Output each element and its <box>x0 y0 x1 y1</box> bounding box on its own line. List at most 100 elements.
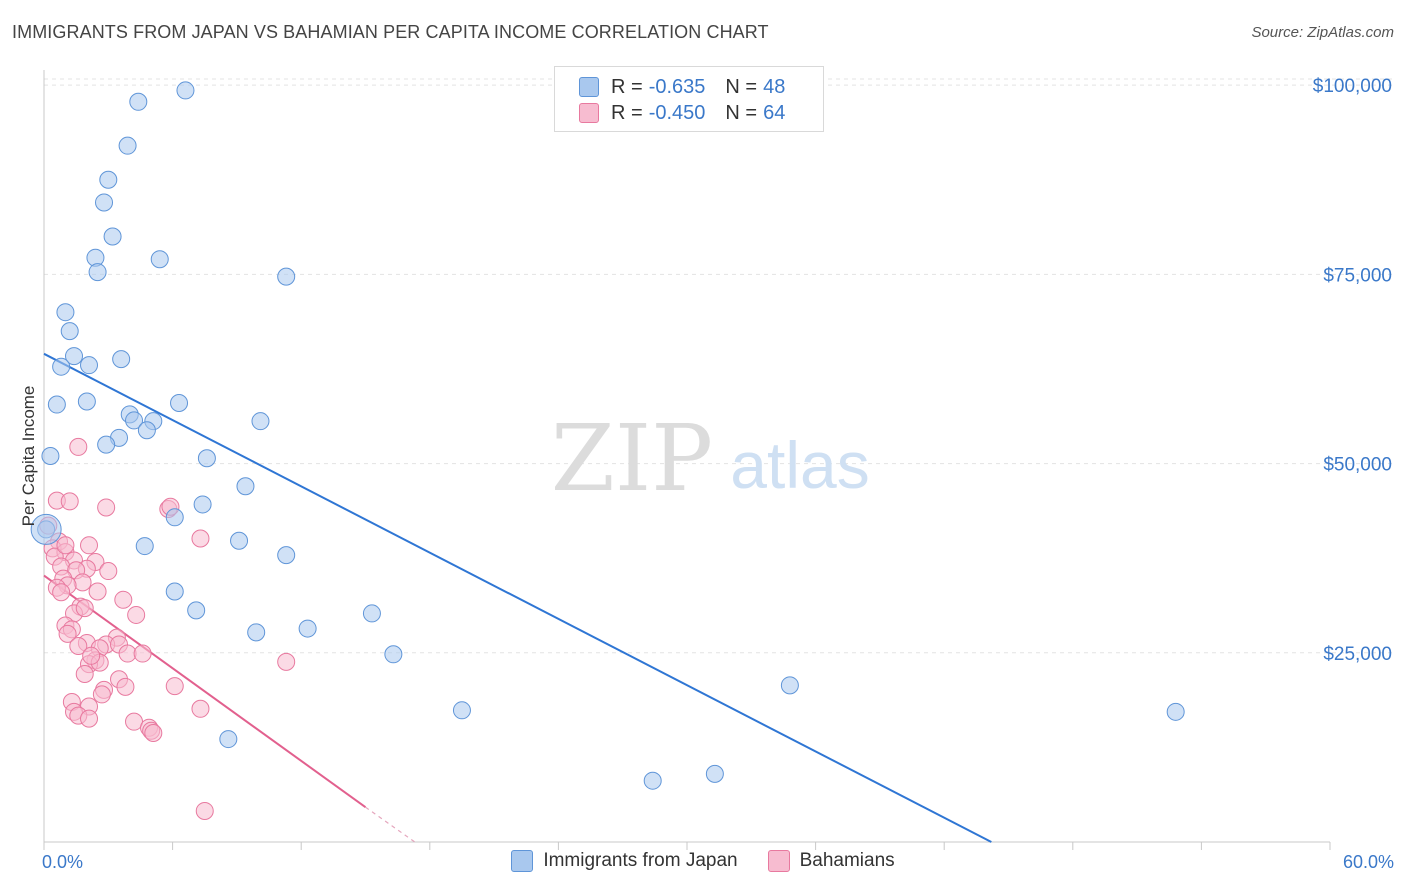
data-point-japan <box>1166 702 1185 721</box>
trend-line-bahamas <box>43 574 367 808</box>
data-point-japan <box>125 411 144 430</box>
data-point-bahamas <box>133 644 152 663</box>
data-point-japan <box>95 193 114 212</box>
data-point-japan <box>56 303 75 322</box>
data-point-japan <box>150 250 169 269</box>
source-credit: Source: ZipAtlas.com <box>1251 24 1394 41</box>
data-point-bahamas <box>99 562 118 581</box>
data-point-japan <box>705 764 724 783</box>
trend-line-japan <box>43 352 992 843</box>
data-point-japan <box>47 395 66 414</box>
data-point-bahamas <box>195 801 214 820</box>
data-point-japan <box>88 263 107 282</box>
data-point-japan <box>277 267 296 286</box>
data-point-japan <box>137 421 156 440</box>
data-point-japan <box>197 449 216 468</box>
data-point-japan <box>118 136 137 155</box>
data-point-bahamas <box>191 529 210 548</box>
y-axis-label: Per Capita Income <box>19 385 38 527</box>
chart-title: IMMIGRANTS FROM JAPAN VS BAHAMIAN PER CA… <box>12 22 769 42</box>
gridlines <box>44 78 1392 654</box>
legend-n-value-bahamas: 64 <box>763 101 786 124</box>
data-point-japan <box>129 92 148 111</box>
series-legend: Immigrants from Japan Bahamians <box>0 850 1406 872</box>
legend-n-label: N = <box>725 75 758 98</box>
data-point-bahamas <box>69 437 88 456</box>
watermark-atlas: atlas <box>730 428 869 502</box>
series-legend-label-japan: Immigrants from Japan <box>543 850 738 871</box>
data-point-japan <box>99 170 118 189</box>
legend-swatch-bahamas <box>579 103 599 123</box>
data-point-bahamas <box>69 636 88 655</box>
legend-r-label: R = <box>611 75 643 98</box>
data-point-bahamas <box>118 644 137 663</box>
data-point-japan <box>187 601 206 620</box>
data-point-japan <box>65 347 84 366</box>
data-point-bahamas <box>97 498 116 517</box>
data-point-bahamas <box>144 724 163 743</box>
series-legend-japan[interactable]: Immigrants from Japan <box>511 850 738 872</box>
data-point-japan <box>97 435 116 454</box>
y-tick-label: $25,000 <box>1323 644 1392 665</box>
trend-lines <box>43 352 992 843</box>
data-point-japan <box>77 392 96 411</box>
data-point-bahamas <box>56 536 75 555</box>
data-point-japan <box>103 227 122 246</box>
data-point-bahamas <box>73 573 92 592</box>
data-point-japan <box>298 619 317 638</box>
watermark-zip: ZIP <box>551 405 713 512</box>
data-point-bahamas <box>58 624 77 643</box>
correlation-legend: R = -0.635 N = 48 R = -0.450 N = 64 <box>554 66 824 132</box>
legend-swatch-japan <box>511 850 534 872</box>
data-point-japan <box>135 537 154 556</box>
data-point-bahamas <box>116 677 135 696</box>
data-point-bahamas <box>114 590 133 609</box>
data-point-japan <box>170 394 189 413</box>
y-tick-labels: $25,000 $50,000 $75,000 $100,000 <box>1313 76 1392 665</box>
data-point-japan <box>60 322 79 341</box>
data-point-bahamas <box>191 699 210 718</box>
data-point-japan <box>384 645 403 664</box>
data-point-japan <box>30 513 62 545</box>
legend-swatch-bahamas <box>767 850 790 872</box>
watermark: ZIP atlas <box>551 405 870 512</box>
trend-line-bahamas-extension <box>365 806 416 843</box>
legend-r-value-japan: -0.635 <box>648 75 706 98</box>
data-point-japan <box>643 771 662 790</box>
data-point-bahamas <box>75 599 94 618</box>
y-tick-label: $75,000 <box>1323 265 1392 286</box>
data-point-bahamas <box>75 664 94 683</box>
series-legend-bahamas[interactable]: Bahamians <box>767 850 895 872</box>
data-point-japan <box>780 676 799 695</box>
data-point-bahamas <box>277 652 296 671</box>
legend-n-value-japan: 48 <box>763 75 786 98</box>
data-point-japan <box>452 701 471 720</box>
x-tick-label-min: 0.0% <box>42 852 84 872</box>
data-point-japan <box>193 495 212 514</box>
data-point-japan <box>41 447 60 465</box>
data-point-japan <box>362 604 381 623</box>
data-point-bahamas <box>92 685 111 704</box>
data-point-japan <box>251 412 270 431</box>
data-point-japan <box>236 477 255 496</box>
data-point-japan <box>80 356 99 375</box>
data-point-japan <box>165 582 184 601</box>
data-point-bahamas <box>127 605 146 624</box>
data-point-bahamas <box>165 677 184 696</box>
data-point-bahamas <box>60 492 79 511</box>
data-point-bahamas <box>80 709 99 728</box>
y-tick-label: $100,000 <box>1313 76 1392 97</box>
data-point-japan <box>112 350 131 369</box>
data-point-japan <box>247 623 266 642</box>
series-bahamians <box>39 437 296 820</box>
data-point-bahamas <box>82 646 101 665</box>
data-point-japan <box>219 730 238 749</box>
series-legend-label-bahamas: Bahamians <box>799 850 895 871</box>
data-point-japan <box>52 357 71 376</box>
data-point-bahamas <box>125 712 144 731</box>
legend-n-label: N = <box>725 101 758 124</box>
series-japan <box>30 81 1185 790</box>
legend-row-bahamas: R = -0.450 N = 64 <box>579 100 785 126</box>
data-point-japan <box>277 546 296 565</box>
